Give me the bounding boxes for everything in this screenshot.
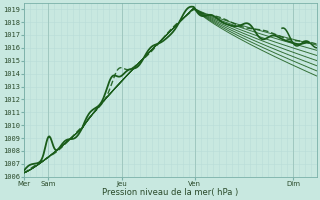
X-axis label: Pression niveau de la mer( hPa ): Pression niveau de la mer( hPa ): [102, 188, 239, 197]
